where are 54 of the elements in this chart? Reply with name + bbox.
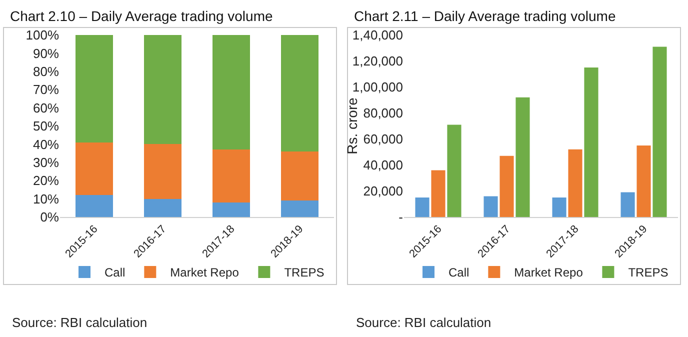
bar bbox=[212, 150, 250, 202]
bar bbox=[636, 146, 651, 217]
bar bbox=[144, 35, 182, 144]
y-tick-label: 50% bbox=[32, 118, 60, 134]
bar bbox=[484, 196, 498, 217]
bar bbox=[75, 195, 114, 217]
legend-label: Market Repo bbox=[170, 266, 240, 280]
y-tick-label: 20% bbox=[32, 173, 60, 188]
bar bbox=[500, 156, 514, 217]
y-tick-label: 70% bbox=[32, 82, 60, 98]
chart-title: Chart 2.11 – Daily Average trading volume bbox=[354, 8, 616, 24]
bar bbox=[280, 200, 319, 217]
bar bbox=[75, 142, 114, 196]
bar bbox=[552, 198, 566, 217]
legend-label: Market Repo bbox=[514, 266, 584, 280]
bar bbox=[144, 198, 182, 217]
y-tick-label: 100% bbox=[26, 28, 60, 43]
bar bbox=[516, 97, 530, 217]
y-tick-label: 20,000 bbox=[363, 184, 403, 199]
legend-label: Call bbox=[448, 266, 470, 280]
bar bbox=[584, 68, 598, 217]
y-tick-label: 1,00,000 bbox=[352, 80, 403, 95]
legend-label: TREPS bbox=[284, 266, 324, 280]
bar bbox=[415, 198, 430, 217]
bar bbox=[144, 144, 182, 199]
bar bbox=[280, 35, 319, 152]
y-tick-label: 80% bbox=[32, 64, 60, 79]
y-tick-label: 40% bbox=[32, 136, 60, 152]
bar bbox=[568, 149, 582, 217]
source-note: Source: RBI calculation bbox=[356, 315, 492, 330]
bar bbox=[75, 35, 114, 142]
bar bbox=[212, 202, 250, 217]
y-tick-label: 0% bbox=[40, 210, 60, 225]
y-tick-label: 1,20,000 bbox=[352, 54, 403, 69]
y-tick-label: 40,000 bbox=[363, 158, 403, 173]
chart-title: Chart 2.10 – Daily Average trading volume bbox=[10, 8, 273, 24]
y-tick-label: 30% bbox=[32, 154, 60, 170]
y-tick-label: 60,000 bbox=[363, 132, 403, 147]
y-axis-title: Rs. crore bbox=[344, 97, 360, 154]
bar bbox=[652, 46, 667, 217]
y-tick-label: 60% bbox=[32, 100, 60, 116]
legend-label: Call bbox=[104, 266, 126, 280]
y-tick-label: - bbox=[398, 210, 403, 225]
y-tick-label: 1,40,000 bbox=[352, 28, 403, 43]
bar bbox=[431, 170, 446, 217]
y-tick-label: 90% bbox=[32, 46, 60, 61]
y-tick-label: 80,000 bbox=[363, 106, 403, 121]
bar bbox=[447, 124, 462, 217]
legend-label: TREPS bbox=[628, 266, 668, 280]
bar bbox=[620, 192, 635, 217]
source-note: Source: RBI calculation bbox=[12, 315, 148, 330]
bar bbox=[212, 35, 250, 150]
bar bbox=[280, 151, 319, 201]
y-tick-label: 10% bbox=[32, 191, 60, 206]
